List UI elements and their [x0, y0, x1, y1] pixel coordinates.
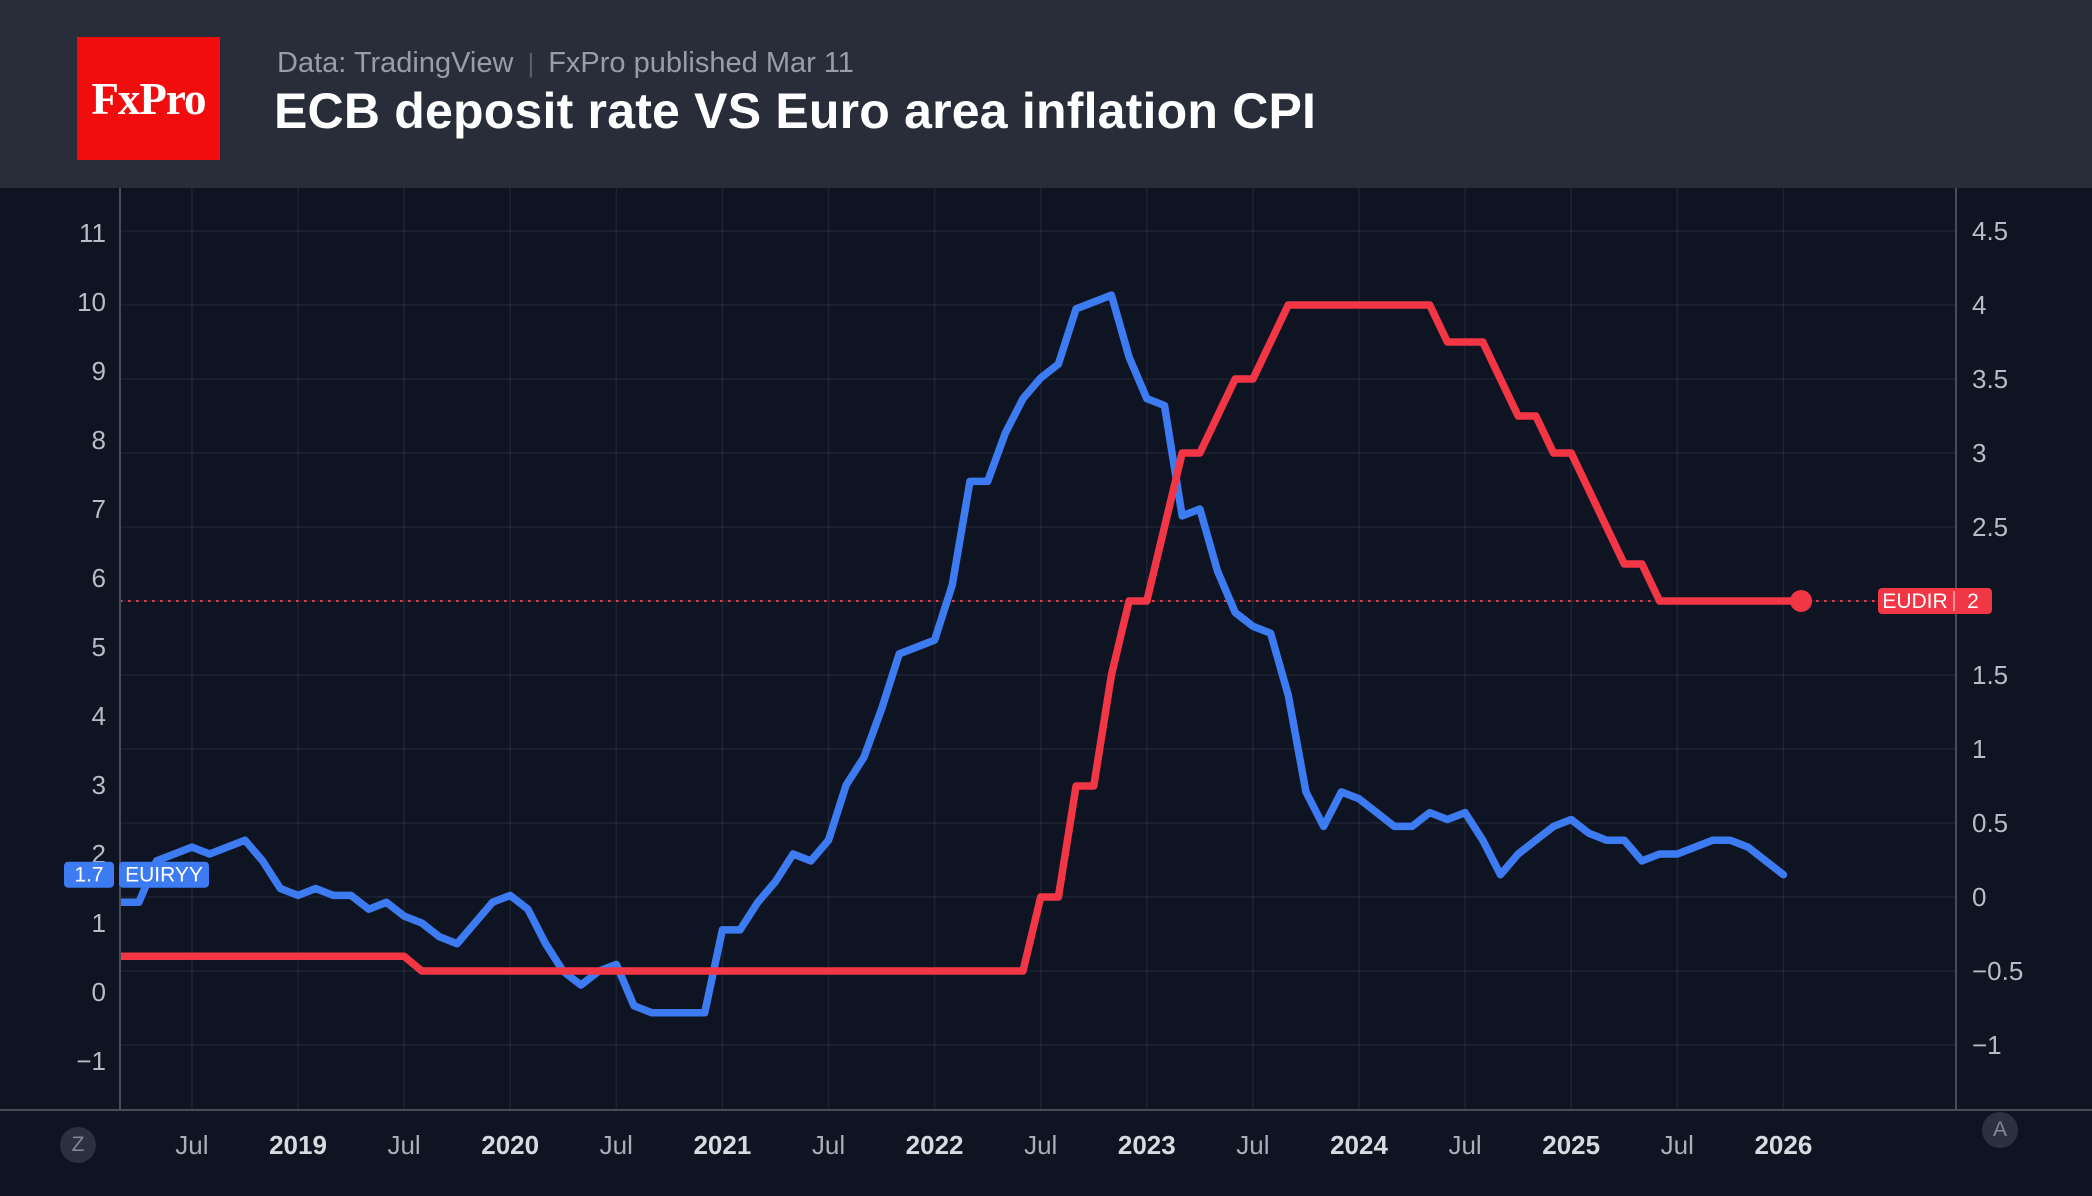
svg-text:2026: 2026 — [1754, 1130, 1812, 1160]
euiryy-value-badge — [64, 861, 114, 888]
svg-text:4.5: 4.5 — [1972, 216, 2008, 246]
svg-text:3: 3 — [92, 770, 106, 800]
fxpro-logo: FxPro — [77, 37, 220, 160]
svg-text:2024: 2024 — [1330, 1130, 1388, 1160]
svg-text:2.5: 2.5 — [1972, 512, 2008, 542]
svg-text:Jul: Jul — [1448, 1130, 1481, 1160]
svg-text:0.5: 0.5 — [1972, 808, 2008, 838]
svg-text:1.5: 1.5 — [1972, 660, 2008, 690]
svg-text:2025: 2025 — [1542, 1130, 1600, 1160]
svg-text:−1: −1 — [1972, 1030, 2002, 1060]
svg-text:2021: 2021 — [693, 1130, 751, 1160]
svg-text:EUIRYY: EUIRYY — [125, 864, 203, 887]
fxpro-logo-text: FxPro — [91, 73, 206, 124]
svg-text:Jul: Jul — [387, 1130, 420, 1160]
eudir-badge: EUDIR 2 — [1878, 588, 1992, 614]
svg-text:8: 8 — [92, 425, 106, 455]
svg-text:11: 11 — [79, 218, 106, 248]
svg-text:1.7: 1.7 — [74, 864, 103, 887]
published-text: FxPro published Mar 11 — [548, 47, 854, 79]
svg-text:4: 4 — [1972, 290, 1986, 320]
axis-borders — [0, 188, 2092, 1111]
svg-text:9: 9 — [92, 356, 106, 386]
series-line-eudir — [120, 301, 1805, 975]
svg-text:Jul: Jul — [1024, 1130, 1057, 1160]
page-title: ECB deposit rate VS Euro area inflation … — [274, 83, 1317, 139]
series-layer — [120, 291, 1805, 1017]
svg-text:3: 3 — [1972, 438, 1986, 468]
svg-text:10: 10 — [77, 287, 106, 317]
zoom-button[interactable]: Z — [60, 1127, 96, 1163]
subtitle: Data: TradingView | FxPro published Mar 11 — [277, 47, 854, 80]
svg-text:7: 7 — [92, 494, 106, 524]
svg-text:Jul: Jul — [812, 1130, 845, 1160]
euiryy-badges: 1.7 EUIRYY — [64, 861, 209, 888]
svg-text:2019: 2019 — [269, 1130, 327, 1160]
svg-text:Jul: Jul — [175, 1130, 208, 1160]
svg-text:−0.5: −0.5 — [1972, 956, 2023, 986]
euiryy-series-tag — [119, 861, 209, 888]
svg-text:5: 5 — [92, 632, 106, 662]
svg-text:3.5: 3.5 — [1972, 364, 2008, 394]
svg-text:1: 1 — [1972, 734, 1986, 764]
svg-text:2: 2 — [92, 839, 106, 869]
svg-text:Jul: Jul — [1236, 1130, 1269, 1160]
auto-scale-button[interactable]: A — [1982, 1112, 2018, 1148]
svg-text:Jul: Jul — [1661, 1130, 1694, 1160]
series-line-euiryy — [120, 291, 1788, 1017]
svg-text:0: 0 — [92, 977, 106, 1007]
svg-text:1: 1 — [92, 908, 106, 938]
svg-text:2020: 2020 — [481, 1130, 539, 1160]
plot-area[interactable] — [120, 188, 1956, 1110]
svg-text:2022: 2022 — [906, 1130, 964, 1160]
data-source-text: Data: TradingView — [277, 47, 514, 79]
time-axis[interactable]: Jul 2019 Jul 2020 Jul 2021 Jul 2022 Jul 2023 Jul 20… — [175, 1130, 1812, 1160]
svg-text:−1: −1 — [76, 1046, 106, 1076]
svg-text:2: 2 — [1967, 590, 1979, 613]
svg-text:EUDIR: EUDIR — [1882, 590, 1947, 613]
subtitle-divider: | — [527, 48, 535, 78]
svg-text:2023: 2023 — [1118, 1130, 1176, 1160]
svg-text:Jul: Jul — [600, 1130, 633, 1160]
right-price-axis[interactable]: 4.543.532.521.510.50−0.5−1 — [1972, 216, 2023, 1060]
header: FxPro Data: TradingView | FxPro published … — [0, 0, 2092, 188]
eudir-end-marker — [1790, 590, 1813, 612]
svg-text:4: 4 — [92, 701, 106, 731]
svg-text:6: 6 — [92, 563, 106, 593]
svg-text:0: 0 — [1972, 882, 1986, 912]
